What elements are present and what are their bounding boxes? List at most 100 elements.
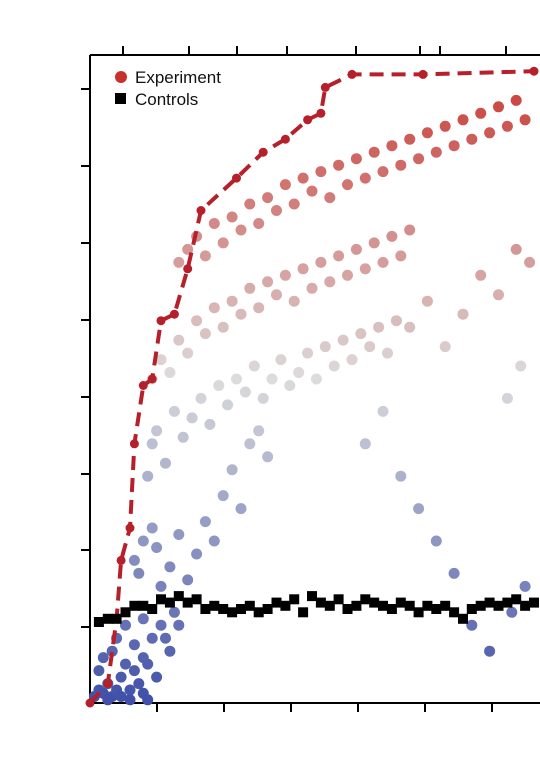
control-point <box>449 607 460 618</box>
experiment-point <box>390 315 402 327</box>
experiment-point <box>257 392 269 404</box>
control-point <box>431 604 442 614</box>
experiment-point <box>244 198 256 210</box>
experiment-point <box>430 146 442 158</box>
experiment-point <box>510 94 522 106</box>
experiment-point <box>519 580 531 592</box>
control-point <box>307 591 317 602</box>
experiment-point <box>501 392 513 404</box>
experiment-point <box>510 243 522 255</box>
experiment-point <box>404 321 416 333</box>
experiment-point <box>395 250 407 262</box>
experiment-point <box>97 652 109 664</box>
experiment-point <box>413 153 425 165</box>
experiment-point <box>226 295 238 307</box>
frontier-point <box>232 173 241 183</box>
frontier-point <box>169 309 179 319</box>
experiment-point <box>368 146 380 158</box>
controls-series <box>93 591 539 627</box>
experiment-point <box>484 645 496 657</box>
control-point <box>138 600 149 611</box>
experiment-point <box>155 580 167 592</box>
control-point <box>129 600 140 611</box>
experiment-point <box>319 341 331 353</box>
control-point <box>236 604 246 614</box>
experiment-point <box>493 289 504 301</box>
control-point <box>529 597 539 608</box>
control-point <box>280 600 291 611</box>
experiment-point <box>208 302 220 314</box>
experiment-point <box>133 678 145 690</box>
experiment-point <box>248 360 260 372</box>
experiment-point <box>217 490 229 502</box>
experiment-point <box>244 282 256 294</box>
experiment-point <box>173 334 185 346</box>
frontier-point <box>258 147 268 157</box>
frontier-point <box>316 108 326 118</box>
frontier-point <box>125 523 135 533</box>
control-point <box>333 594 344 605</box>
experiment-point <box>315 166 327 178</box>
experiment-point <box>115 691 127 702</box>
experiment-point <box>333 250 345 262</box>
experiment-point <box>173 619 185 631</box>
frontier-point <box>320 82 330 92</box>
experiment-point <box>404 133 416 145</box>
frontier-point <box>103 679 113 689</box>
frontier-line <box>88 69 535 705</box>
experiment-series <box>88 94 536 706</box>
experiment-point <box>288 198 300 210</box>
control-point <box>458 613 468 624</box>
control-point <box>191 594 202 605</box>
experiment-point <box>448 567 460 579</box>
experiment-point <box>182 574 194 586</box>
control-point <box>111 613 122 624</box>
experiment-point <box>226 464 238 476</box>
experiment-point <box>115 671 127 683</box>
experiment-point <box>191 548 203 560</box>
experiment-point <box>222 399 234 411</box>
experiment-point <box>524 256 536 268</box>
frontier-point <box>418 69 428 79</box>
experiment-point <box>328 360 340 372</box>
frontier-point <box>529 66 539 76</box>
experiment-point <box>342 269 353 281</box>
experiment-point <box>315 256 327 268</box>
legend-experiment-marker <box>115 71 127 83</box>
experiment-point <box>271 289 282 301</box>
control-point <box>164 597 175 608</box>
control-point <box>200 604 211 614</box>
experiment-point <box>377 256 389 268</box>
control-point <box>511 594 522 605</box>
experiment-point <box>213 380 225 391</box>
experiment-point <box>146 632 158 644</box>
experiment-point <box>275 354 287 366</box>
experiment-point <box>355 328 367 340</box>
experiment-point <box>279 179 291 191</box>
control-point <box>520 600 531 611</box>
frontier-point <box>183 264 193 274</box>
experiment-point <box>173 256 185 268</box>
frontier-point <box>196 206 206 215</box>
experiment-point <box>239 386 251 398</box>
experiment-point <box>235 503 247 515</box>
experiment-point <box>448 140 460 152</box>
legend: Experiment Controls <box>115 68 221 109</box>
frontier-point <box>85 698 95 708</box>
plot-axes <box>81 46 540 712</box>
experiment-point <box>226 211 238 223</box>
control-point <box>120 607 131 618</box>
experiment-point <box>377 405 389 417</box>
experiment-point <box>164 367 176 378</box>
control-point <box>342 604 353 614</box>
experiment-point <box>191 315 203 327</box>
experiment-point <box>164 645 176 657</box>
experiment-point <box>137 535 149 547</box>
experiment-point <box>217 321 229 333</box>
control-point <box>484 597 495 608</box>
control-point <box>422 600 433 611</box>
experiment-point <box>359 172 371 184</box>
experiment-point <box>310 373 322 385</box>
experiment-point <box>377 166 389 178</box>
frontier-point <box>116 555 126 565</box>
